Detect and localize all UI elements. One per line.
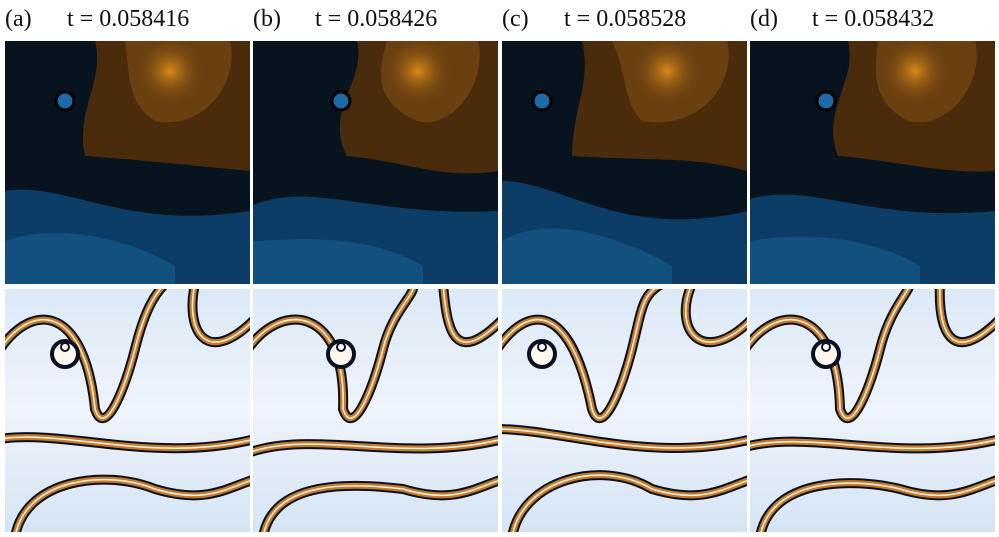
field-bottom xyxy=(745,284,999,537)
vortex xyxy=(56,92,74,110)
bubble-core xyxy=(538,343,546,351)
bubble-core xyxy=(61,343,69,351)
panel-label: (c) xyxy=(502,6,529,32)
panel-time: t = 0.058528 xyxy=(564,6,686,32)
field-top xyxy=(253,36,498,284)
glow xyxy=(880,36,950,106)
figure: (a) t = 0.058416 (b) t = 0.058426 (c) t = 0.0… xyxy=(0,0,999,537)
field-top xyxy=(750,36,995,284)
panel-time: t = 0.058432 xyxy=(812,6,934,32)
bubble-core xyxy=(822,343,830,351)
panel-label: (d) xyxy=(750,6,778,32)
panel-label: (a) xyxy=(5,6,32,32)
vortex xyxy=(817,92,835,110)
panel-time: t = 0.058416 xyxy=(67,6,189,32)
glow xyxy=(632,36,702,106)
field-top xyxy=(5,36,250,284)
panel-time: t = 0.058426 xyxy=(315,6,437,32)
panel-label: (b) xyxy=(253,6,281,32)
glow xyxy=(383,36,453,106)
field-bottom xyxy=(248,284,503,537)
bubble-core xyxy=(337,343,345,351)
vortex xyxy=(533,92,551,110)
field-top xyxy=(502,36,747,284)
vortex xyxy=(332,92,350,110)
field-bottom xyxy=(497,284,752,537)
glow xyxy=(135,36,205,106)
field-bottom xyxy=(0,284,255,537)
